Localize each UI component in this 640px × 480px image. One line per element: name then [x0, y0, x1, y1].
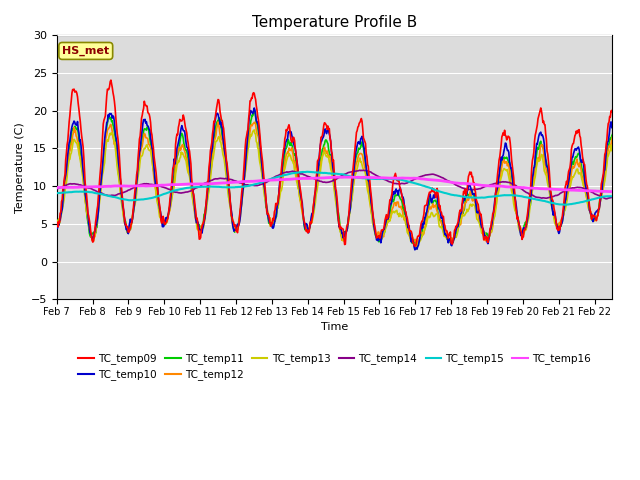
TC_temp09: [107, 77, 115, 83]
TC_temp11: [87, 234, 95, 240]
TC_temp09: [408, 229, 415, 235]
TC_temp10: [609, 125, 616, 131]
TC_temp12: [609, 134, 616, 140]
TC_temp13: [408, 237, 415, 243]
TC_temp10: [532, 141, 540, 146]
TC_temp16: [532, 185, 540, 191]
TC_temp14: [360, 168, 367, 173]
TC_temp14: [87, 186, 95, 192]
TC_temp13: [87, 231, 95, 237]
TC_temp15: [408, 180, 415, 185]
Line: TC_temp09: TC_temp09: [57, 80, 612, 246]
TC_temp14: [391, 180, 399, 186]
Line: TC_temp13: TC_temp13: [57, 130, 612, 247]
TC_temp14: [376, 174, 384, 180]
TC_temp14: [609, 194, 616, 200]
Line: TC_temp12: TC_temp12: [57, 122, 612, 244]
TC_temp13: [412, 244, 419, 250]
TC_temp16: [391, 175, 399, 181]
TC_temp13: [250, 127, 258, 133]
TC_temp10: [411, 247, 419, 252]
TC_temp13: [53, 221, 61, 227]
Title: Temperature Profile B: Temperature Profile B: [252, 15, 417, 30]
TC_temp09: [609, 107, 616, 113]
TC_temp09: [532, 126, 540, 132]
TC_temp15: [87, 189, 95, 195]
TC_temp12: [87, 230, 95, 236]
TC_temp15: [475, 195, 483, 201]
TC_temp16: [53, 185, 61, 191]
TC_temp10: [53, 222, 61, 228]
TC_temp15: [532, 196, 540, 202]
TC_temp09: [376, 235, 384, 241]
TC_temp15: [391, 176, 399, 182]
TC_temp14: [532, 194, 540, 200]
TC_temp09: [53, 219, 61, 225]
Y-axis label: Temperature (C): Temperature (C): [15, 122, 25, 213]
TC_temp16: [609, 189, 616, 194]
TC_temp13: [391, 210, 399, 216]
TC_temp12: [532, 161, 540, 167]
TC_temp11: [408, 239, 415, 244]
Line: TC_temp10: TC_temp10: [57, 108, 612, 250]
TC_temp14: [53, 186, 61, 192]
TC_temp14: [475, 186, 483, 192]
TC_temp09: [87, 229, 95, 235]
TC_temp11: [532, 151, 540, 156]
Legend: TC_temp09, TC_temp10, TC_temp11, TC_temp12, TC_temp13, TC_temp14, TC_temp15, TC_: TC_temp09, TC_temp10, TC_temp11, TC_temp…: [74, 349, 595, 384]
TC_temp16: [376, 175, 384, 181]
TC_temp16: [605, 189, 612, 194]
Line: TC_temp14: TC_temp14: [57, 170, 612, 199]
TC_temp10: [476, 211, 483, 216]
TC_temp13: [476, 221, 483, 227]
TC_temp10: [376, 235, 384, 241]
TC_temp11: [476, 216, 483, 222]
Text: HS_met: HS_met: [62, 46, 109, 56]
TC_temp11: [391, 193, 399, 199]
TC_temp11: [53, 217, 61, 223]
TC_temp16: [87, 184, 95, 190]
TC_temp10: [250, 105, 258, 111]
TC_temp16: [342, 174, 350, 180]
TC_temp10: [408, 239, 415, 245]
TC_temp15: [303, 169, 311, 175]
TC_temp13: [609, 146, 616, 152]
TC_temp12: [214, 119, 222, 125]
TC_temp14: [408, 178, 415, 184]
Line: TC_temp16: TC_temp16: [57, 177, 612, 192]
TC_temp11: [413, 246, 421, 252]
TC_temp13: [376, 234, 384, 240]
TC_temp13: [532, 163, 540, 168]
Line: TC_temp11: TC_temp11: [57, 111, 612, 249]
Line: TC_temp15: TC_temp15: [57, 172, 612, 205]
TC_temp11: [376, 236, 384, 242]
TC_temp15: [561, 202, 569, 208]
TC_temp12: [376, 234, 384, 240]
TC_temp12: [391, 200, 399, 205]
TC_temp11: [250, 108, 258, 114]
TC_temp12: [476, 218, 483, 224]
TC_temp15: [53, 190, 61, 196]
TC_temp16: [475, 182, 483, 188]
TC_temp10: [391, 188, 399, 194]
TC_temp09: [391, 173, 399, 179]
TC_temp11: [609, 132, 616, 137]
TC_temp15: [609, 193, 616, 199]
TC_temp12: [408, 233, 415, 239]
TC_temp15: [376, 176, 384, 182]
TC_temp10: [87, 231, 95, 237]
X-axis label: Time: Time: [321, 323, 348, 332]
TC_temp12: [53, 220, 61, 226]
TC_temp16: [408, 175, 415, 181]
TC_temp09: [476, 209, 483, 215]
TC_temp12: [413, 241, 421, 247]
TC_temp14: [602, 196, 610, 202]
TC_temp09: [412, 243, 419, 249]
